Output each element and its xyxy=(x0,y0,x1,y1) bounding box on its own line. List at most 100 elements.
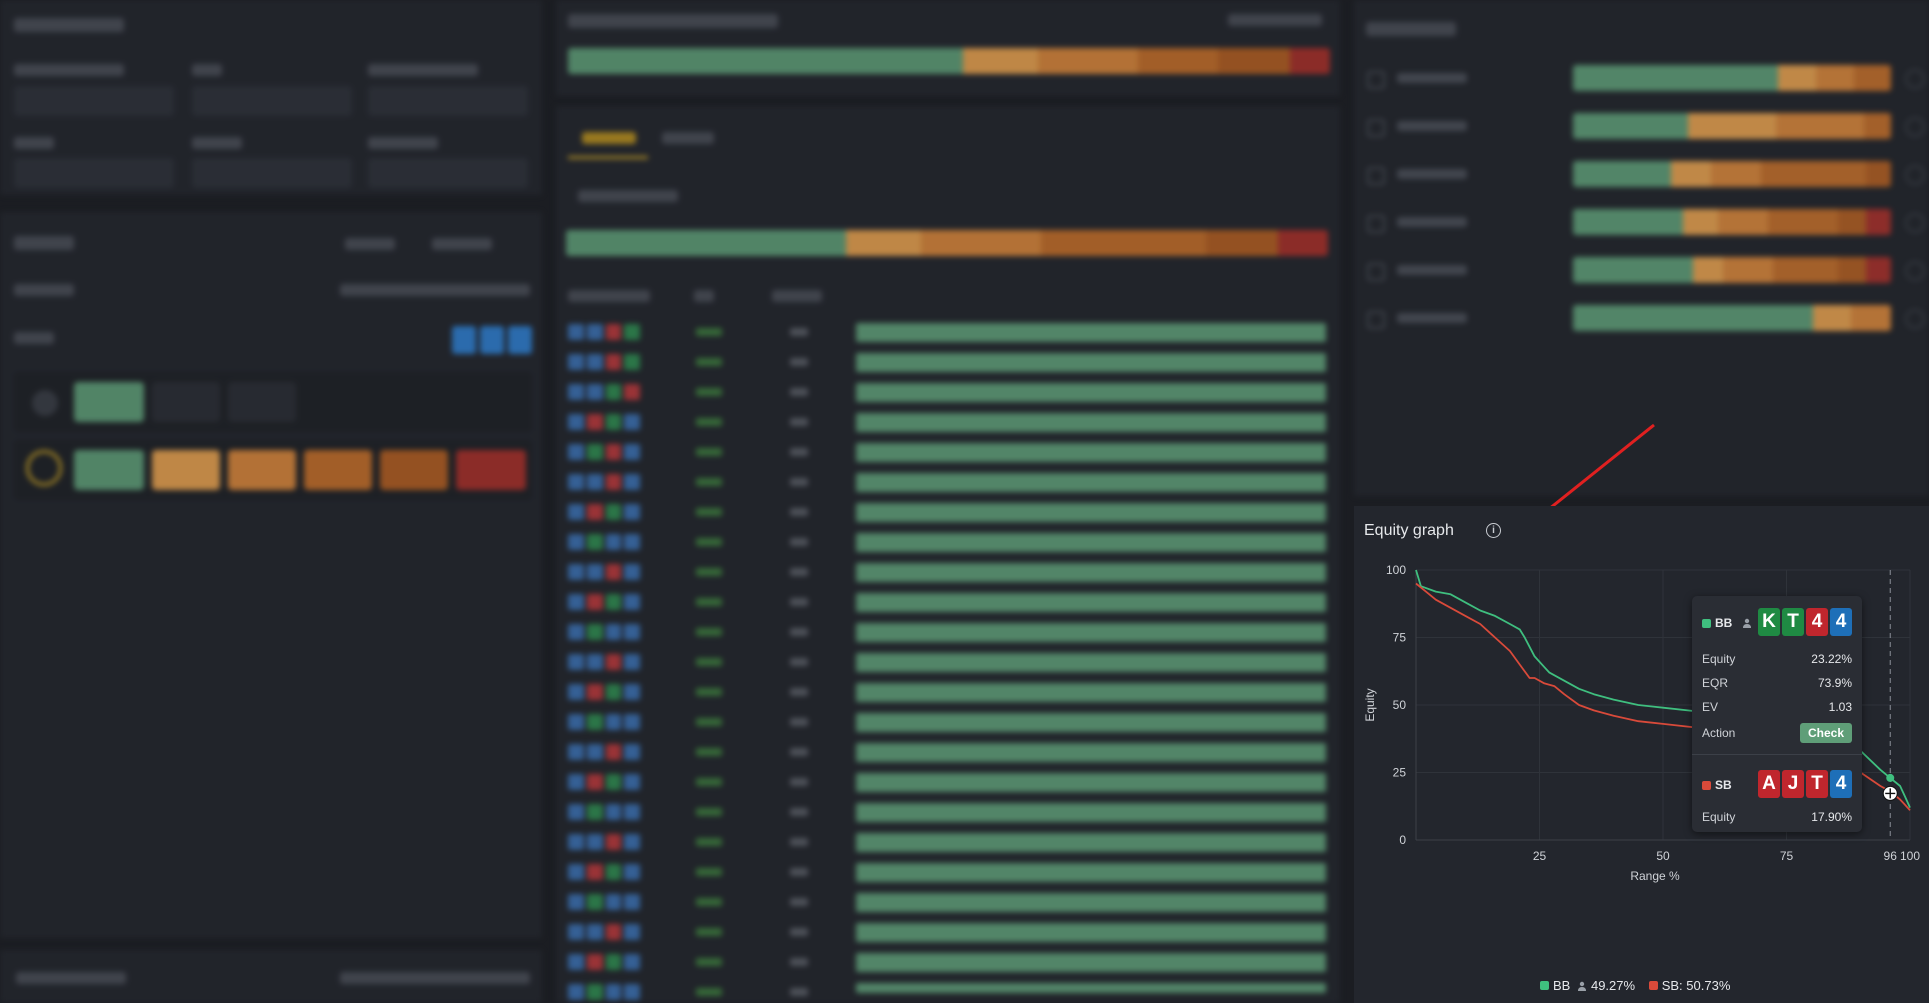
x-tick-label: 25 xyxy=(1533,849,1547,863)
column-header xyxy=(772,290,822,302)
street-label xyxy=(14,332,54,344)
bet-button[interactable] xyxy=(152,382,220,422)
panel-heading xyxy=(568,14,778,28)
combo-search-input[interactable] xyxy=(578,190,678,202)
legend-sb-label: SB: xyxy=(1661,978,1683,993)
tooltip-sb-player: SB xyxy=(1702,778,1732,792)
legend-item-sb[interactable]: SB: 50.73% xyxy=(1648,978,1731,993)
blinds-structure-select[interactable] xyxy=(368,86,528,116)
equity-tooltip: BB K T 4 4 Equity 23.22% EQR 73.9% EV 1.… xyxy=(1692,596,1862,832)
x-tick-label: 75 xyxy=(1780,849,1794,863)
street-summary xyxy=(340,284,530,296)
bb-color-dot xyxy=(1702,619,1711,628)
field-label xyxy=(368,137,438,149)
tooltip-bb-equity-value: 23.22% xyxy=(1811,652,1852,666)
tooltip-bb-ev-label: EV xyxy=(1702,700,1719,714)
card: 4 xyxy=(1806,608,1828,636)
legend-item-bb[interactable]: BB 49.27% xyxy=(1540,978,1639,993)
field-label xyxy=(192,137,242,149)
panel-heading xyxy=(1366,22,1456,36)
card: T xyxy=(1782,608,1804,636)
card: K xyxy=(1758,608,1780,636)
info-icon[interactable]: i xyxy=(1486,523,1501,538)
tooltip-bb-equity-label: Equity xyxy=(1702,652,1736,666)
field-label xyxy=(14,64,124,76)
tooltip-bb-ev-value: 1.03 xyxy=(1828,700,1852,714)
simulation-type-select[interactable] xyxy=(14,86,174,116)
bb-color-dot xyxy=(1540,981,1549,990)
tooltip-bb-eqr-value: 73.9% xyxy=(1817,676,1852,690)
tooltip-sb-cards: A J T 4 xyxy=(1758,770,1852,798)
field-label xyxy=(14,137,54,149)
field-label xyxy=(368,64,478,76)
action-row xyxy=(14,440,532,500)
stack-size-stepper[interactable] xyxy=(368,158,528,188)
board-cards xyxy=(452,326,532,354)
y-tick-label: 75 xyxy=(1393,631,1407,645)
sb-color-dot xyxy=(1702,781,1711,790)
tab-matrix[interactable] xyxy=(662,132,714,144)
state-info-bar xyxy=(0,950,542,1003)
tooltip-sb-label: SB xyxy=(1715,778,1732,792)
person-icon xyxy=(1742,618,1751,628)
range-strategy-bar xyxy=(566,230,1328,256)
tooltip-bb-action-label: Action xyxy=(1702,726,1736,740)
field-label xyxy=(192,64,222,76)
panel-heading xyxy=(14,236,74,250)
players-stepper[interactable] xyxy=(192,158,352,188)
bet-button[interactable] xyxy=(228,450,296,490)
hover-point-bb xyxy=(1886,773,1895,782)
chart-legend: BB 49.27% SB: 50.73% xyxy=(1540,978,1740,993)
y-axis-label: Equity xyxy=(1363,688,1377,721)
sb-color-dot xyxy=(1648,981,1658,990)
check-button[interactable] xyxy=(74,450,144,490)
legend-bb-label: BB xyxy=(1553,978,1571,993)
tab-range[interactable] xyxy=(582,132,636,144)
move-cursor-icon xyxy=(1882,785,1898,801)
allin-button[interactable] xyxy=(456,450,526,490)
x-tick-label: 50 xyxy=(1656,849,1670,863)
check-button[interactable] xyxy=(74,382,144,422)
tooltip-divider xyxy=(1692,754,1862,755)
x-tick-label: 96 xyxy=(1884,849,1898,863)
panel-heading xyxy=(14,18,124,32)
undo-button[interactable] xyxy=(345,238,395,250)
equity-graph-title: Equity graph xyxy=(1364,522,1454,539)
column-header xyxy=(568,290,650,302)
street-label xyxy=(14,284,74,296)
bet-button[interactable] xyxy=(152,450,220,490)
card: T xyxy=(1806,770,1828,798)
bet-button[interactable] xyxy=(228,382,296,422)
site-select[interactable] xyxy=(192,86,352,116)
tooltip-bb-player: BB xyxy=(1702,616,1752,630)
x-axis-label: Range % xyxy=(1630,869,1680,883)
stakes-select[interactable] xyxy=(14,158,174,188)
legend-sb-value: 50.73% xyxy=(1686,978,1731,993)
card: 4 xyxy=(1830,770,1852,798)
card: A xyxy=(1758,770,1780,798)
bet-button[interactable] xyxy=(380,450,448,490)
column-header xyxy=(694,290,714,302)
tooltip-sb-equity-label: Equity xyxy=(1702,810,1736,824)
tooltip-bb-label: BB xyxy=(1715,616,1733,630)
y-tick-label: 50 xyxy=(1393,698,1407,712)
action-row xyxy=(14,372,532,432)
y-tick-label: 100 xyxy=(1386,563,1406,577)
person-icon xyxy=(1577,981,1586,991)
card: J xyxy=(1782,770,1804,798)
range-panel xyxy=(556,106,1340,1003)
configuration-panel xyxy=(0,0,542,195)
tooltip-bb-action-badge: Check xyxy=(1799,723,1852,743)
bet-button[interactable] xyxy=(304,450,372,490)
legend-bb-value: 49.27% xyxy=(1590,978,1636,993)
reset-button[interactable] xyxy=(432,238,492,250)
tooltip-sb-equity-value: 17.90% xyxy=(1811,810,1852,824)
tooltip-bb-cards: K T 4 4 xyxy=(1758,608,1852,636)
y-tick-label: 0 xyxy=(1399,833,1406,847)
y-tick-label: 25 xyxy=(1393,766,1407,780)
card: 4 xyxy=(1830,608,1852,636)
actions-panel xyxy=(0,212,542,938)
tooltip-bb-eqr-label: EQR xyxy=(1702,676,1729,690)
copy-range-button[interactable] xyxy=(1228,14,1322,26)
